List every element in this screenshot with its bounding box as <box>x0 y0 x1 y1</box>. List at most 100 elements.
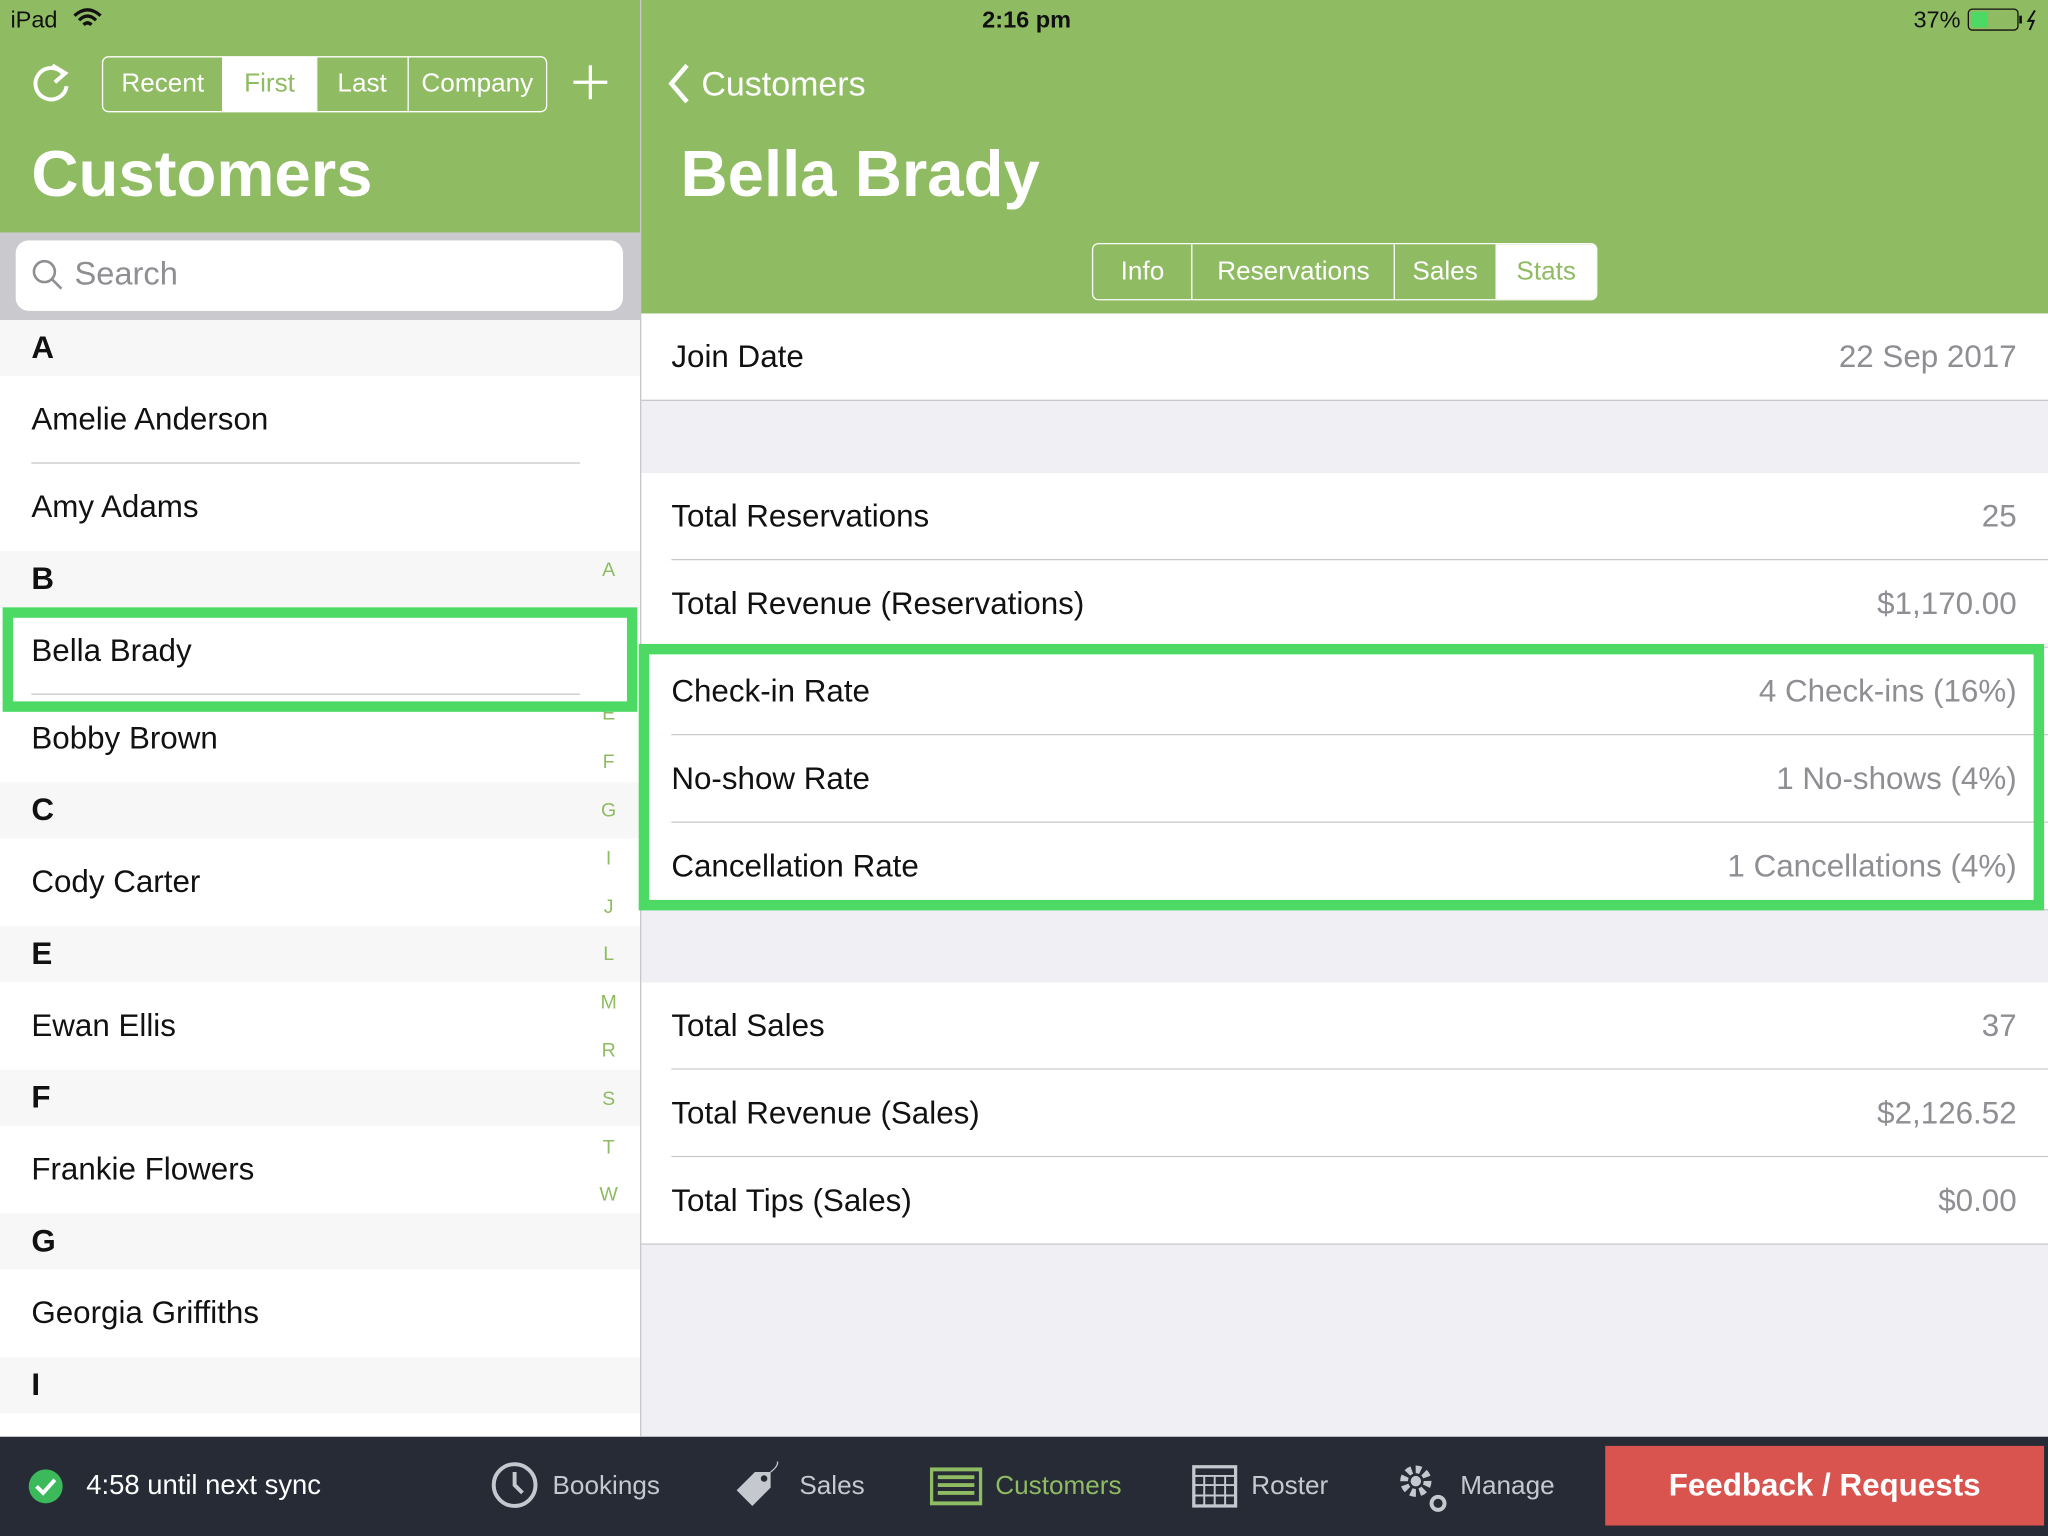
stat-row: Total Sales 37 <box>641 982 2048 1070</box>
sort-control: Recent First Last Company <box>101 56 548 113</box>
separator <box>641 1243 2048 1245</box>
separator <box>671 734 2048 736</box>
stat-label: Total Sales <box>671 1007 825 1043</box>
section-header: I <box>0 1357 640 1414</box>
detail-tab[interactable]: Reservations <box>1191 244 1394 300</box>
sort-option[interactable]: Company <box>407 57 546 112</box>
customer-list: A Amelie Anderson Amy Adams B Bella Brady Bob… <box>0 319 640 1437</box>
stat-label: Cancellation Rate <box>671 848 919 884</box>
back-label[interactable]: Customers <box>701 63 866 104</box>
detail-tab[interactable]: Sales <box>1393 244 1495 300</box>
stat-row: Total Revenue (Reservations) $1,170.00 <box>641 560 2048 648</box>
tab-label[interactable]: Customers <box>995 1471 1122 1501</box>
device: iPad <box>10 6 58 33</box>
highlight-box <box>2 607 638 712</box>
customer-row[interactable]: Ewan Ellis <box>0 982 640 1070</box>
stat-value: $1,170.00 <box>1877 585 2017 622</box>
tab-label[interactable]: Bookings <box>552 1471 660 1501</box>
feedback-button[interactable]: Feedback / Requests <box>1605 1445 2045 1526</box>
time: 2:16 pm <box>982 6 1072 33</box>
stat-value: $0.00 <box>1938 1182 2017 1218</box>
detail-tab[interactable]: Info <box>1120 256 1165 286</box>
customer-row[interactable]: Amelie Anderson <box>0 376 640 464</box>
battery-percent: 37% <box>1913 6 1961 33</box>
index-letter[interactable]: S <box>602 1087 616 1110</box>
search-placeholder: Search <box>74 255 178 293</box>
stat-label: Total Revenue (Sales) <box>671 1095 980 1131</box>
sort-option[interactable]: Recent <box>121 69 205 98</box>
customer-row[interactable]: Georgia Griffiths <box>0 1269 640 1358</box>
wifi-icon <box>73 8 102 27</box>
back-chevron[interactable] <box>666 63 692 105</box>
stat-label: No-show Rate <box>671 760 870 797</box>
sync-icon <box>28 1469 63 1504</box>
tab-icon[interactable] <box>929 1462 983 1514</box>
stat-value: 22 Sep 2017 <box>1838 338 2017 375</box>
tab-icon[interactable] <box>491 1462 543 1514</box>
stat-row: No-show Rate 1 No-shows (4%) <box>641 735 2048 823</box>
tab-label[interactable]: Roster <box>1251 1471 1329 1501</box>
index-letter[interactable]: W <box>599 1183 618 1207</box>
tab-label[interactable]: Manage <box>1460 1471 1555 1501</box>
stat-row: Join Date 22 Sep 2017 <box>641 313 2048 401</box>
add-button[interactable] <box>571 63 610 102</box>
battery-icon <box>1967 8 2036 31</box>
stat-value: 37 <box>1981 1007 2017 1043</box>
index-letter[interactable]: G <box>601 799 617 822</box>
index-letter[interactable]: R <box>601 1039 616 1062</box>
tab-label[interactable]: Sales <box>799 1471 865 1501</box>
highlight-box <box>638 643 2045 911</box>
separator <box>671 559 2048 561</box>
separator <box>671 1068 2048 1070</box>
sort-option[interactable]: Last <box>315 57 408 112</box>
stat-label: Join Date <box>671 338 804 375</box>
customer-name: Bella Brady <box>680 137 1040 211</box>
separator <box>641 399 2048 401</box>
section-header: E <box>0 926 640 983</box>
index-letter[interactable]: J <box>603 895 614 918</box>
stat-row: Total Tips (Sales) $0.00 <box>641 1157 2048 1245</box>
index-letter[interactable]: T <box>602 1135 615 1158</box>
sync-status: 4:58 until next sync <box>86 1470 322 1501</box>
tab-icon[interactable] <box>731 1461 783 1514</box>
stat-value: 1 Cancellations (4%) <box>1727 848 2017 884</box>
index-letter[interactable]: L <box>603 943 615 966</box>
bottom-bar: 4:58 until next sync Feedback / Requests… <box>0 1436 2048 1536</box>
search-field[interactable] <box>15 240 624 311</box>
separator <box>671 821 2048 823</box>
index-letter[interactable]: A <box>602 559 616 582</box>
index-letter[interactable]: F <box>602 751 615 774</box>
tab-icon[interactable] <box>1395 1462 1447 1514</box>
section-header: F <box>0 1069 640 1126</box>
section-header: G <box>0 1213 640 1270</box>
section-header: C <box>0 782 640 839</box>
stat-label: Check-in Rate <box>671 673 870 709</box>
stat-label: Total Revenue (Reservations) <box>671 585 1085 622</box>
search-icon <box>32 259 63 290</box>
detail-tabs: Info Reservations Sales Stats <box>1091 242 1598 301</box>
stat-row: Total Reservations 25 <box>641 472 2048 561</box>
sort-option[interactable]: First <box>222 57 316 112</box>
separator <box>671 1155 2048 1158</box>
customer-row[interactable]: Amy Adams <box>0 463 640 552</box>
stat-value: $2,126.52 <box>1877 1095 2017 1131</box>
separator <box>31 462 580 464</box>
refresh-button[interactable] <box>29 60 73 107</box>
customer-row[interactable]: Bella Brady <box>0 607 640 695</box>
stats-list: Join Date 22 Sep 2017 Total Reservations 25… <box>641 313 2048 1436</box>
customer-row[interactable]: Cody Carter <box>0 838 640 927</box>
stat-label: Total Reservations <box>671 498 930 534</box>
stat-value: 4 Check-ins (16%) <box>1758 673 2017 709</box>
section-header: B <box>0 551 640 608</box>
stat-value: 25 <box>1981 498 2017 534</box>
stat-row: Total Revenue (Sales) $2,126.52 <box>641 1069 2048 1158</box>
tab-icon[interactable] <box>1191 1462 1243 1514</box>
index-letter[interactable]: I <box>605 847 612 870</box>
stat-row: Check-in Rate 4 Check-ins (16%) <box>641 647 2048 736</box>
detail-tab[interactable]: Stats <box>1494 244 1597 300</box>
stat-value: 1 No-shows (4%) <box>1776 760 2017 797</box>
customer-row[interactable]: Frankie Flowers <box>0 1125 640 1214</box>
index-letter[interactable]: M <box>600 991 617 1014</box>
stat-label: Total Tips (Sales) <box>671 1182 912 1218</box>
